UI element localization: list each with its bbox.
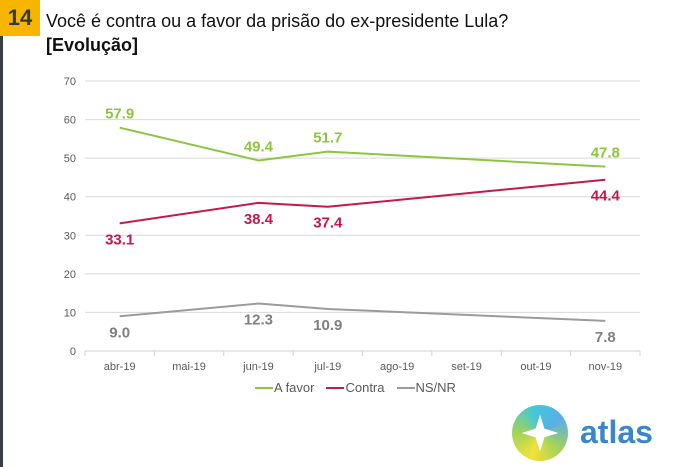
series-lines (119, 126, 606, 322)
x-tick-label: set-19 (451, 361, 482, 373)
legend-swatch (326, 386, 345, 389)
data-label: 57.9 (105, 106, 134, 123)
x-tick-label: jul-19 (313, 361, 341, 373)
legend-label: Contra (345, 380, 385, 395)
data-labels: 57.9 49.4 51.7 47.8 33.1 38.4 37.4 44.4 9.0 12.3 1… (105, 106, 620, 346)
legend-swatch (255, 386, 273, 389)
data-label: 10.9 (313, 317, 342, 334)
legend-item-a-favor: A favor (255, 380, 314, 395)
series-line-contra (119, 178, 606, 225)
x-axis: abr-19 mai-19 jun-19 jul-19 ago-19 set-19 out-… (84, 350, 641, 373)
x-tick-label: jun-19 (242, 361, 274, 373)
data-label: 44.4 (591, 188, 621, 205)
x-tick-label: ago-19 (380, 361, 414, 373)
y-tick-label: 40 (64, 192, 76, 204)
atlas-logo-text: atlas (580, 414, 653, 450)
series-line-a-favor (119, 126, 606, 168)
chart-subtitle: [Evolução] (46, 35, 139, 55)
y-tick-label: 10 (64, 307, 76, 319)
data-label: 38.4 (244, 211, 274, 228)
x-tick-label: nov-19 (588, 361, 622, 373)
data-label: 51.7 (313, 130, 342, 147)
data-label: 49.4 (244, 138, 274, 155)
y-tick-label: 30 (64, 230, 76, 242)
x-tick-label: out-19 (520, 361, 551, 373)
gridlines (85, 80, 640, 313)
question-number-badge: 14 (0, 0, 40, 36)
y-axis-ticks: 0 10 20 30 40 50 60 70 (64, 76, 76, 358)
y-tick-label: 50 (64, 153, 76, 165)
x-tick-label: abr-19 (104, 361, 136, 373)
legend-item-contra: Contra (326, 380, 385, 395)
atlas-logo-icon (512, 405, 568, 461)
left-accent-bar (0, 0, 3, 467)
legend-swatch (396, 386, 415, 389)
y-tick-label: 20 (64, 269, 76, 281)
series-line-ns-nr (119, 302, 606, 322)
y-tick-label: 60 (64, 115, 76, 127)
legend-label: NS/NR (415, 380, 456, 395)
data-label: 7.8 (595, 329, 616, 346)
x-tick-label: mai-19 (172, 361, 206, 373)
data-label: 37.4 (313, 215, 343, 232)
y-tick-label: 70 (64, 76, 76, 88)
data-label: 12.3 (244, 312, 273, 329)
compass-star-icon (521, 414, 559, 452)
data-label: 33.1 (105, 231, 134, 248)
data-label: 9.0 (109, 324, 130, 341)
chart-title: Você é contra ou a favor da prisão do ex… (46, 11, 509, 31)
legend-label: A favor (274, 380, 315, 395)
data-label: 47.8 (591, 145, 620, 162)
legend-item-ns-nr: NS/NR (396, 380, 456, 395)
y-tick-label: 0 (70, 346, 76, 358)
legend: A favor Contra NS/NR (255, 380, 456, 395)
